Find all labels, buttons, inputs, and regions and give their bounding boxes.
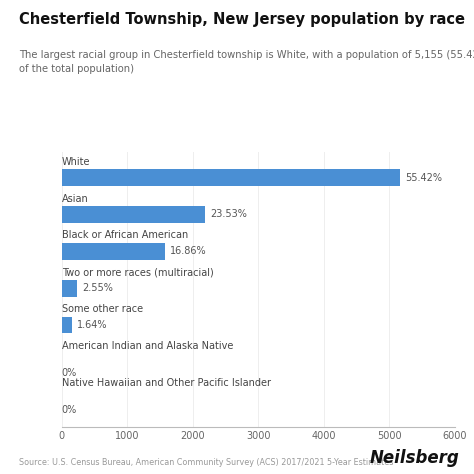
Text: 2.55%: 2.55% — [82, 283, 113, 293]
Text: 0%: 0% — [62, 405, 77, 415]
Text: 1.64%: 1.64% — [77, 320, 108, 330]
Text: 23.53%: 23.53% — [210, 210, 247, 219]
Text: Asian: Asian — [62, 193, 88, 203]
Text: Black or African American: Black or African American — [62, 230, 188, 240]
Text: Neilsberg: Neilsberg — [370, 449, 460, 467]
Text: 55.42%: 55.42% — [405, 173, 442, 182]
Text: Two or more races (multiracial): Two or more races (multiracial) — [62, 267, 213, 277]
Text: 16.86%: 16.86% — [170, 246, 207, 256]
Text: American Indian and Alaska Native: American Indian and Alaska Native — [62, 341, 233, 351]
Text: Native Hawaiian and Other Pacific Islander: Native Hawaiian and Other Pacific Island… — [62, 378, 271, 388]
Bar — [62, 243, 164, 260]
Text: White: White — [62, 156, 90, 167]
Text: 0%: 0% — [62, 368, 77, 378]
Text: Some other race: Some other race — [62, 304, 143, 314]
Bar — [62, 317, 72, 333]
Text: The largest racial group in Chesterfield township is White, with a population of: The largest racial group in Chesterfield… — [19, 50, 474, 74]
Bar — [62, 169, 400, 186]
Bar — [62, 280, 77, 297]
Text: Chesterfield Township, New Jersey population by race: Chesterfield Township, New Jersey popula… — [19, 12, 465, 27]
Bar — [62, 206, 205, 223]
Text: Source: U.S. Census Bureau, American Community Survey (ACS) 2017/2021 5-Year Est: Source: U.S. Census Bureau, American Com… — [19, 458, 393, 467]
